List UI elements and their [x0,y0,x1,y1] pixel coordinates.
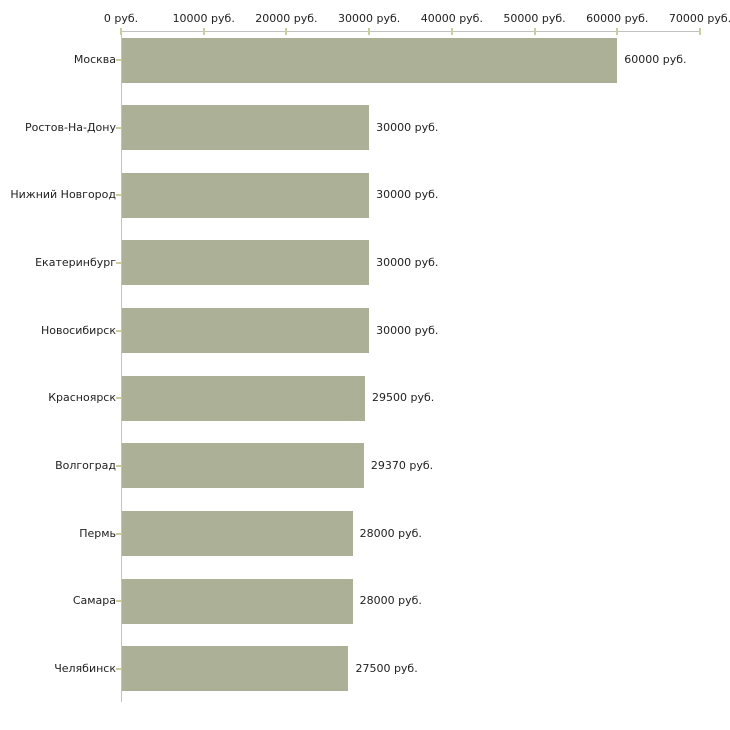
x-tick-mark [450,28,453,35]
bar [122,105,370,151]
category-label: Ростов-На-Дону [24,120,116,134]
category-label: Нижний Новгород [10,188,116,202]
category-tick-mark [116,600,121,603]
category-label: Челябинск [54,661,116,675]
category-tick-mark [116,126,121,129]
category-tick-mark [116,464,121,467]
category-label: Москва [73,53,116,66]
bar [122,511,353,557]
value-label: 30000 руб. [376,255,439,269]
x-tick-label: 0 руб. [103,12,139,25]
category-tick-mark [116,397,121,400]
category-tick-mark [116,532,121,535]
x-axis-line [121,31,700,32]
bar [122,308,370,354]
x-tick-mark [285,28,288,35]
x-tick-label: 20000 руб. [255,12,318,25]
x-tick-label: 40000 руб. [420,12,483,25]
x-tick-mark [368,28,371,35]
bar [122,37,618,83]
x-tick-mark [699,28,701,35]
category-tick-mark [116,667,121,670]
category-label: Красноярск [48,391,116,405]
bar [122,375,365,421]
x-tick-label: 50000 руб. [503,12,566,25]
category-label: Волгоград [55,458,116,472]
x-tick-mark [202,28,205,35]
category-tick-mark [116,329,121,332]
value-label: 30000 руб. [376,120,439,134]
x-tick-label: 30000 руб. [338,12,401,25]
bar [122,443,364,489]
x-tick-mark [120,28,122,35]
value-label: 29370 руб. [370,458,434,472]
y-axis-line [121,31,122,702]
x-tick-label: 10000 руб. [172,12,235,25]
x-tick-label: 70000 руб. [668,12,730,25]
x-tick-label: 60000 руб. [586,12,649,25]
category-tick-mark [116,194,121,197]
value-label: 28000 руб. [359,594,422,608]
value-label: 30000 руб. [376,188,439,202]
category-label: Пермь [79,526,116,540]
x-tick-mark [616,28,619,35]
bar [122,240,370,286]
bar [122,578,353,624]
value-label: 27500 руб. [355,661,418,675]
category-label: Новосибирск [40,323,116,337]
category-label: Самара [72,594,116,608]
category-tick-mark [116,261,121,264]
x-tick-mark [533,28,536,35]
category-label: Екатеринбург [35,255,116,269]
bar [122,646,349,692]
bar [122,172,370,218]
value-label: 60000 руб. [624,53,687,66]
value-label: 28000 руб. [359,526,422,540]
category-tick-mark [116,59,121,61]
value-label: 29500 руб. [372,391,435,405]
value-label: 30000 руб. [376,323,439,337]
